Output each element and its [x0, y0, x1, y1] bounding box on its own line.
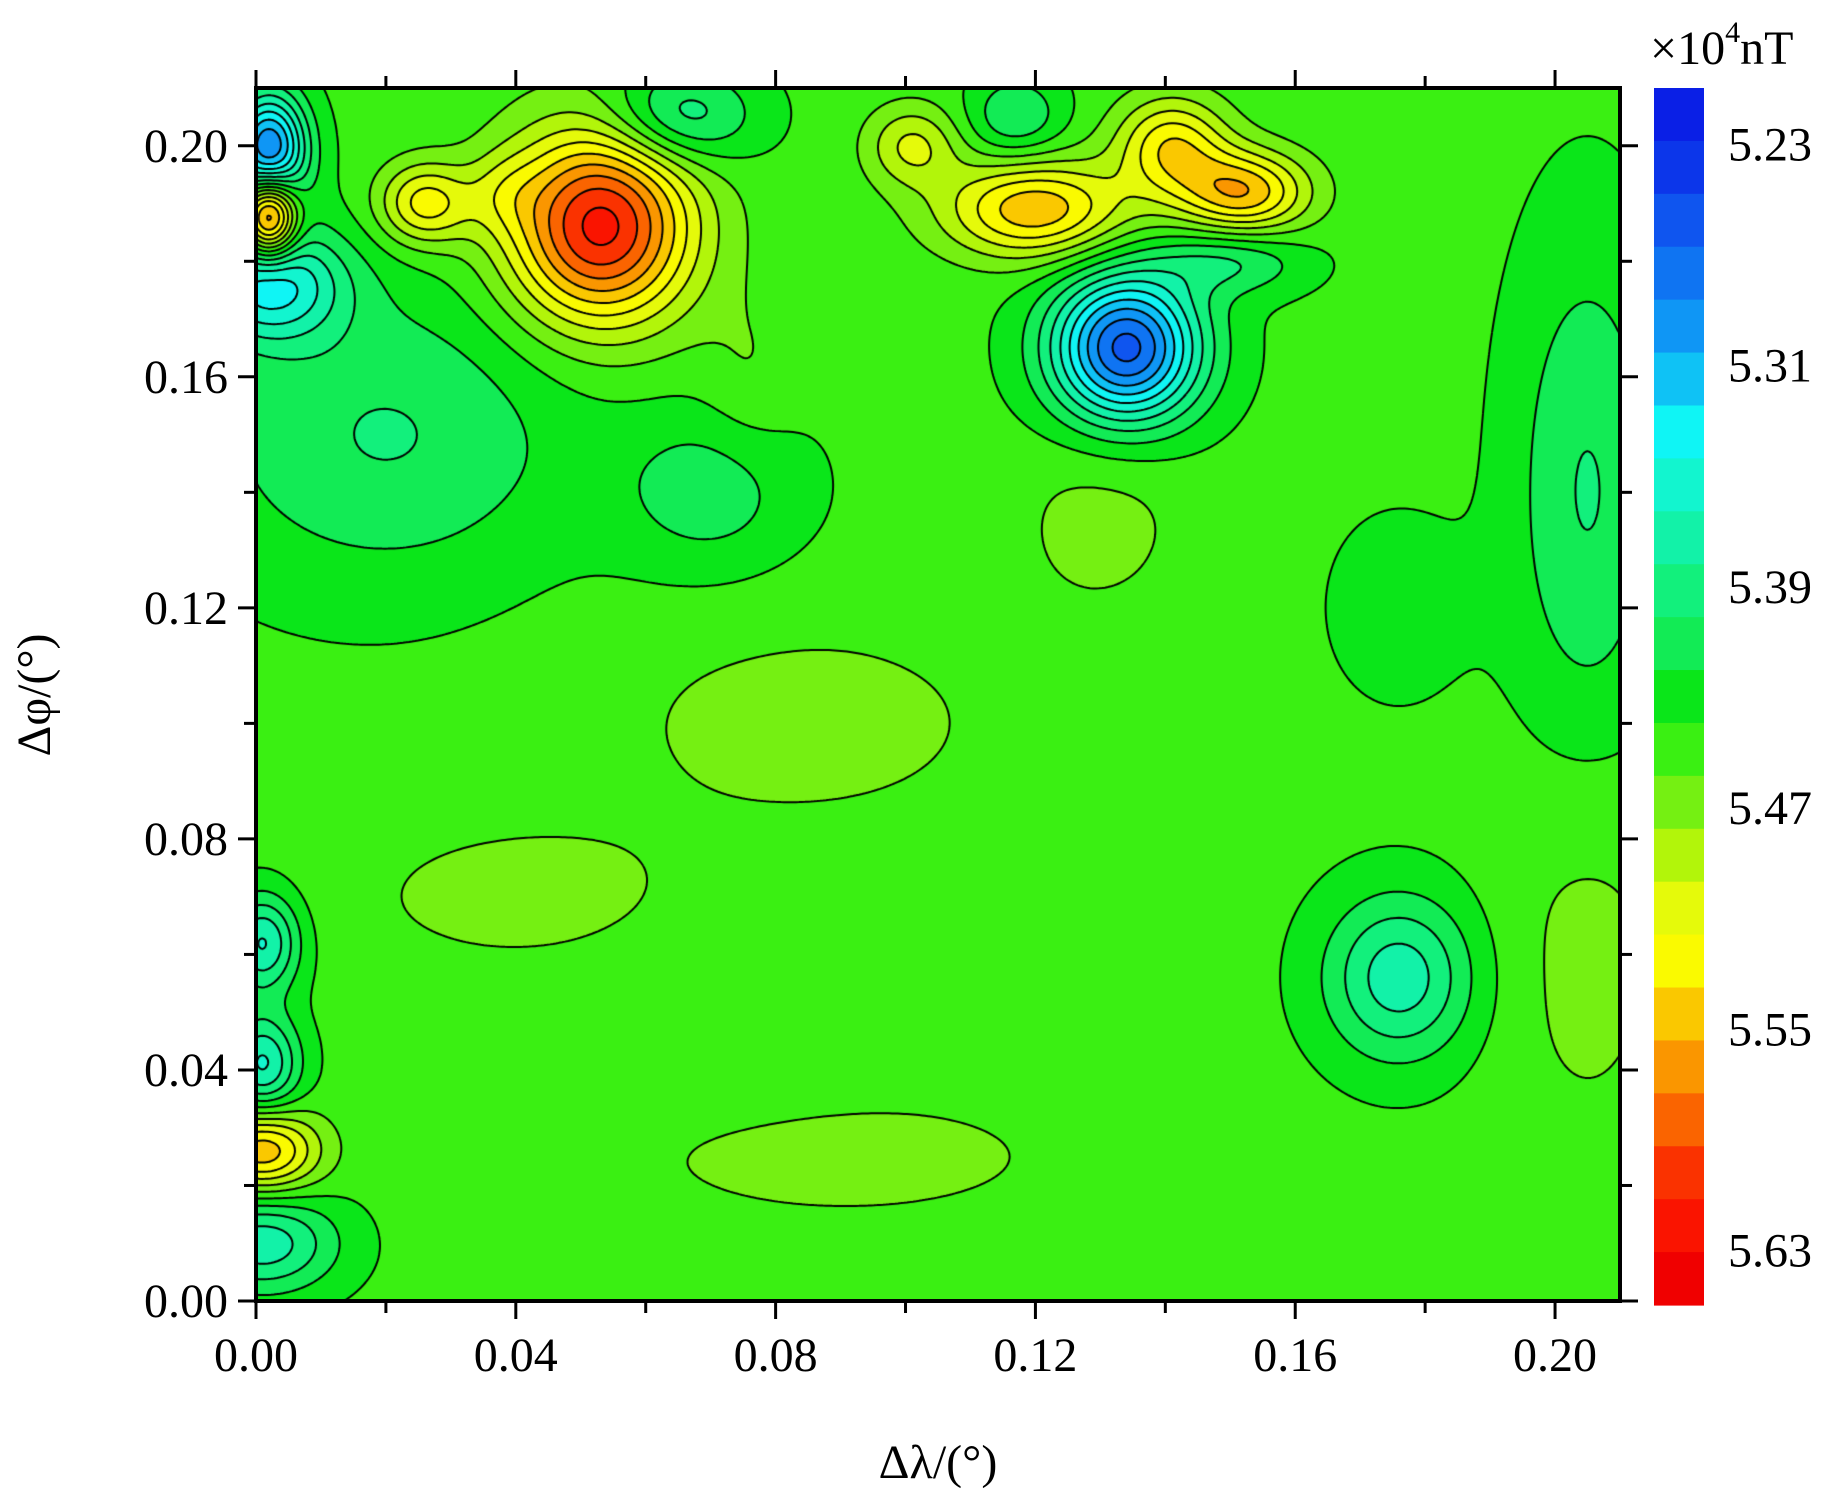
colorbar-swatch — [1654, 1146, 1704, 1200]
colorbar-tick-label: 5.31 — [1728, 340, 1812, 393]
plot-frame — [254, 86, 1622, 1303]
colorbar-tick-label: 5.47 — [1728, 782, 1812, 835]
colorbar-swatch — [1654, 881, 1704, 936]
colorbar-swatch — [1654, 140, 1704, 195]
x-tick-label: 0.20 — [1513, 1329, 1597, 1382]
colorbar-swatch — [1654, 1199, 1704, 1253]
y-tick-label: 0.08 — [144, 813, 228, 866]
contour-fill-image — [256, 88, 1620, 1301]
colorbar-swatch — [1654, 564, 1704, 618]
x-tick-label: 0.08 — [734, 1329, 818, 1382]
colorbar-tick-label: 5.39 — [1728, 561, 1812, 614]
x-tick-label: 0.16 — [1253, 1329, 1337, 1382]
colorbar-swatch — [1654, 1093, 1704, 1147]
colorbar-swatch — [1654, 511, 1704, 565]
colorbar-swatch — [1654, 1252, 1704, 1306]
contour-plot-area — [256, 88, 1620, 1301]
y-tick-label: 0.16 — [144, 351, 228, 404]
colorbar-swatch — [1654, 88, 1704, 142]
colorbar-unit-exponent: 4 — [1725, 16, 1740, 49]
colorbar-swatch — [1654, 458, 1704, 512]
colorbar-swatch — [1654, 299, 1704, 354]
y-axis-label: Δφ/(°) — [8, 633, 61, 756]
colorbar-swatch — [1654, 352, 1704, 407]
colorbar-swatch — [1654, 193, 1704, 248]
colorbar-swatch — [1654, 405, 1704, 459]
x-tick-label: 0.04 — [474, 1329, 558, 1382]
colorbar-tick-label: 5.63 — [1728, 1225, 1812, 1278]
colorbar-swatch — [1654, 828, 1704, 883]
colorbar-unit: ×104nT — [1650, 16, 1793, 75]
y-tick-label: 0.00 — [144, 1275, 228, 1328]
colorbar-swatch — [1654, 934, 1704, 989]
colorbar-unit-prefix: ×10 — [1650, 22, 1725, 75]
colorbar-unit-suffix: nT — [1740, 22, 1793, 75]
y-tick-label: 0.12 — [144, 582, 228, 635]
colorbar-tick-label: 5.23 — [1728, 118, 1812, 171]
colorbar: 5.23 5.31 5.39 5.47 5.55 5.63 — [1654, 88, 1812, 1306]
colorbar-swatch — [1654, 987, 1704, 1042]
colorbar-swatch — [1654, 246, 1704, 301]
x-axis-label: Δλ/(°) — [879, 1436, 998, 1489]
x-tick-label: 0.00 — [214, 1329, 298, 1382]
y-tick-label: 0.20 — [144, 120, 228, 173]
colorbar-swatch — [1654, 1040, 1704, 1094]
colorbar-tick-label: 5.55 — [1728, 1003, 1812, 1056]
x-tick-label: 0.12 — [993, 1329, 1077, 1382]
x-axis: 0.00 0.04 0.08 0.12 0.16 0.20 — [214, 70, 1597, 1382]
colorbar-swatch — [1654, 617, 1704, 671]
colorbar-swatch — [1654, 722, 1704, 777]
y-axis: 0.00 0.04 0.08 0.12 0.16 0.20 — [144, 120, 1638, 1328]
colorbar-swatch — [1654, 670, 1704, 724]
y-tick-label: 0.04 — [144, 1044, 228, 1097]
colorbar-swatch — [1654, 775, 1704, 830]
